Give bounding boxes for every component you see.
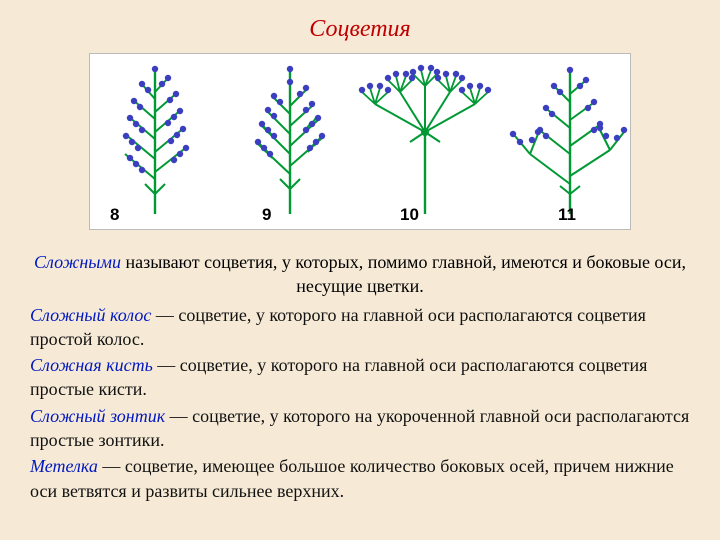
panel-label-10: 10 bbox=[400, 205, 419, 225]
panel-label-8: 8 bbox=[110, 205, 119, 225]
def-4: Метелка — соцветие, имеющее большое коли… bbox=[30, 454, 690, 503]
def-3: Сложный зонтик — соцветие, у которого на… bbox=[30, 404, 690, 453]
intro-text: Сложными называют соцветия, у которых, п… bbox=[30, 250, 690, 299]
panel-9 bbox=[255, 66, 325, 214]
panel-label-11: 11 bbox=[558, 205, 576, 225]
panel-11 bbox=[510, 67, 627, 214]
panel-8 bbox=[123, 66, 189, 214]
def-1: Сложный колос — соцветие, у которого на … bbox=[30, 303, 690, 352]
intro-rest: называют соцветия, у которых, помимо гла… bbox=[121, 252, 686, 296]
definitions: Сложный колос — соцветие, у которого на … bbox=[30, 303, 690, 503]
panel-label-9: 9 bbox=[262, 205, 271, 225]
panel-10 bbox=[359, 65, 491, 214]
intro-lead: Сложными bbox=[34, 252, 121, 272]
def-2: Сложная кисть — соцветие, у которого на … bbox=[30, 353, 690, 402]
slide: Соцветия bbox=[0, 0, 720, 540]
figure-svg bbox=[90, 54, 630, 229]
inflorescence-figure: 8 9 10 11 bbox=[89, 53, 631, 230]
page-title: Соцветия bbox=[30, 16, 690, 43]
